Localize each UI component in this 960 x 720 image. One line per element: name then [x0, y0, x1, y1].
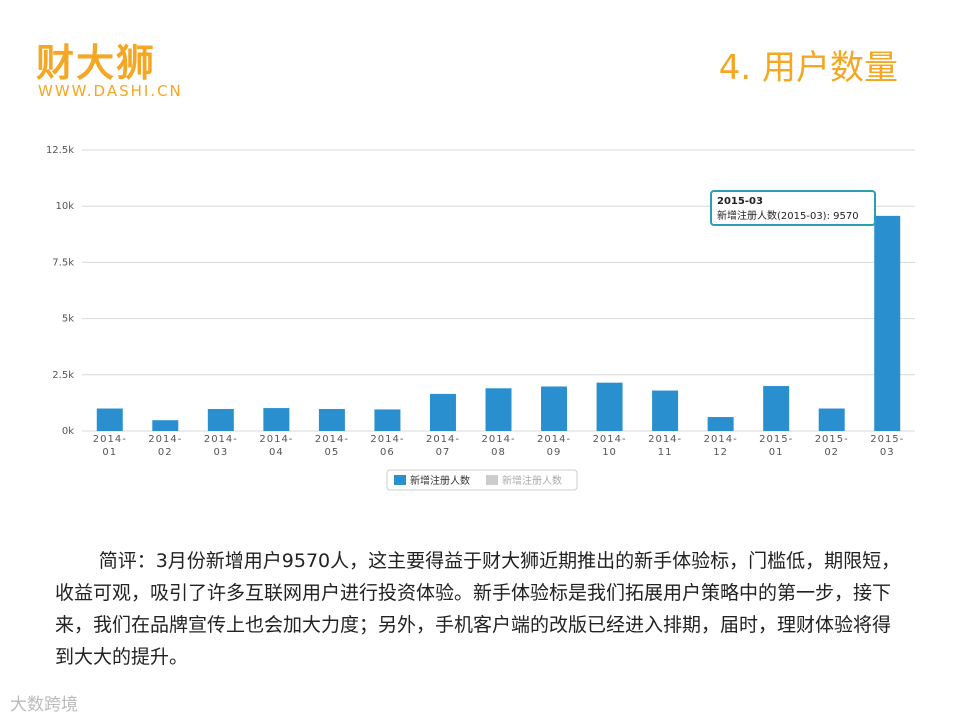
legend-box	[386, 469, 578, 491]
x-tick-label: 2014-07	[425, 434, 461, 458]
x-tick-label: 2014-10	[592, 434, 627, 458]
comment: 简评：3月份新增用户9570人，这主要得益于财大狮近期推出的新手体验标，门槛低，…	[55, 550, 901, 668]
y-tick-label: 5k	[62, 314, 74, 325]
bar	[652, 390, 679, 431]
slide-title: 4. 用户数量	[718, 48, 898, 88]
x-tick-label: 2015-02	[814, 434, 849, 458]
x-tick-label: 2014-02	[148, 434, 183, 458]
y-tick-label: 10k	[55, 201, 74, 212]
x-tick-label: 2015-03	[870, 434, 905, 458]
x-tick-label: 2014-05	[314, 434, 349, 458]
bar	[429, 393, 456, 431]
bar	[596, 382, 623, 431]
bar	[485, 388, 512, 431]
y-tick-label: 2.5k	[52, 370, 74, 381]
bar	[374, 409, 401, 431]
x-tick-label: 2014-11	[648, 434, 683, 458]
bar	[763, 386, 790, 431]
x-tick-label: 2014-03	[203, 434, 238, 458]
bar	[152, 420, 179, 431]
x-tick-label: 2014-06	[370, 434, 405, 458]
legend-label: 新增注册人数	[502, 474, 562, 487]
tooltip-text: 新增注册人数(2015-03): 9570	[717, 211, 859, 222]
tooltip-title: 2015-03	[717, 196, 763, 207]
logo: 财大狮	[36, 41, 157, 85]
y-tick-label: 0k	[62, 426, 74, 437]
y-tick-label: 12.5k	[46, 145, 74, 156]
watermark: 大数跨境	[10, 695, 78, 715]
x-tick-label: 2014-09	[537, 434, 572, 458]
bar	[318, 408, 345, 431]
bar	[541, 386, 568, 431]
x-tick-label: 2015-01	[759, 434, 794, 458]
legend-swatch	[486, 475, 498, 485]
x-tick-label: 2014-04	[259, 434, 294, 458]
chart: 0k 2.5k 5k 7.5k 10k 12.5k 新增注册人数 新增注册人数	[46, 145, 915, 491]
logo-url: WWW.DASHI.CN	[38, 82, 183, 100]
x-tick-label: 2014-08	[481, 434, 516, 458]
bar	[707, 417, 734, 431]
y-tick-label: 7.5k	[52, 257, 74, 268]
x-tick-label: 2014-12	[703, 434, 738, 458]
bar	[207, 408, 234, 431]
legend-label: 新增注册人数	[410, 474, 470, 487]
bar	[96, 408, 123, 431]
legend-swatch	[394, 475, 406, 485]
bar	[818, 408, 845, 431]
x-tick-label: 2014-01	[92, 434, 127, 458]
bar	[263, 408, 290, 431]
bar	[874, 215, 901, 431]
tooltip: 2015-03 新增注册人数(2015-03): 9570	[710, 190, 876, 226]
